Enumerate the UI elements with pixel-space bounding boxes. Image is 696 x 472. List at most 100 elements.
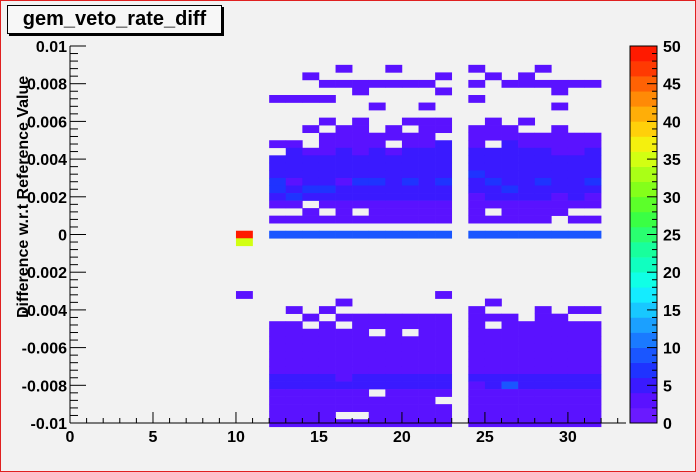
heatmap-cell	[335, 162, 353, 171]
heatmap-cell	[518, 358, 536, 367]
heatmap-cell	[501, 200, 519, 209]
heatmap-cell	[501, 328, 519, 337]
heatmap-cell	[468, 215, 486, 224]
heatmap-cell	[235, 291, 253, 299]
heatmap-cell	[484, 328, 502, 337]
heatmap-cell	[518, 328, 536, 337]
heatmap-cell	[385, 321, 403, 330]
heatmap-cell	[335, 298, 353, 307]
heatmap-cell	[468, 230, 486, 239]
heatmap-cell	[484, 132, 502, 141]
heatmap-cell	[501, 208, 519, 216]
heatmap-cell	[368, 358, 386, 367]
y-tick-label: -0.008	[22, 378, 67, 395]
heatmap-cell	[501, 162, 519, 171]
heatmap-cell	[335, 200, 353, 209]
heatmap-cell	[584, 215, 602, 224]
heatmap-cell	[551, 313, 569, 322]
heatmap-cell	[418, 185, 436, 194]
heatmap-cell	[584, 411, 602, 420]
heatmap-cell	[584, 185, 602, 194]
heatmap-cell	[318, 328, 336, 337]
heatmap-cell	[318, 140, 336, 149]
heatmap-cell	[567, 200, 585, 209]
y-tick-label: -0.002	[22, 265, 67, 282]
heatmap-cell	[385, 336, 403, 345]
heatmap-cell	[401, 336, 419, 345]
palette-swatch	[630, 136, 657, 152]
heatmap-cell	[534, 411, 552, 420]
heatmap-cell	[302, 336, 320, 345]
heatmap-cell	[285, 193, 303, 201]
heatmap-cell	[567, 215, 585, 224]
heatmap-cell	[401, 193, 419, 201]
heatmap-cell	[401, 404, 419, 412]
heatmap-cell	[567, 177, 585, 186]
heatmap-cell	[468, 411, 486, 420]
heatmap-cell	[285, 381, 303, 390]
heatmap-cell	[584, 177, 602, 186]
heatmap-cell	[468, 64, 486, 73]
x-tick-label: 15	[310, 429, 328, 446]
heatmap-cell	[435, 185, 453, 194]
heatmap-cell	[318, 389, 336, 397]
heatmap-cell	[335, 389, 353, 397]
heatmap-cell	[318, 396, 336, 405]
heatmap-cell	[318, 162, 336, 171]
heatmap-cell	[501, 373, 519, 382]
heatmap-cell	[567, 373, 585, 382]
heatmap-cell	[468, 200, 486, 209]
heatmap-cell	[501, 147, 519, 156]
heatmap-cell	[435, 170, 453, 179]
heatmap-cell	[484, 313, 502, 322]
heatmap-cell	[318, 200, 336, 209]
palette-tick-label: 45	[663, 77, 681, 94]
heatmap-cell	[484, 185, 502, 194]
heatmap-cell	[418, 396, 436, 405]
heatmap-cell	[335, 64, 353, 73]
heatmap-cell	[567, 396, 585, 405]
heatmap-cell	[518, 72, 536, 81]
heatmap-cell	[567, 185, 585, 194]
heatmap-cell	[501, 358, 519, 367]
heatmap-cell	[235, 230, 253, 239]
heatmap-cell	[318, 147, 336, 156]
heatmap-cell	[302, 230, 320, 239]
heatmap-cell	[401, 200, 419, 209]
heatmap-cell	[302, 147, 320, 156]
heatmap-cell	[468, 336, 486, 345]
heatmap-cell	[401, 177, 419, 186]
heatmap-cell	[518, 215, 536, 224]
palette-swatch	[630, 166, 657, 183]
heatmap-cell	[269, 336, 287, 345]
heatmap-cell	[401, 230, 419, 239]
heatmap-cell	[567, 147, 585, 156]
heatmap-cell	[302, 358, 320, 367]
heatmap-cell	[302, 381, 320, 390]
heatmap-cell	[335, 208, 353, 216]
heatmap-cell	[418, 147, 436, 156]
heatmap-cell	[484, 298, 502, 307]
heatmap-cell	[269, 328, 287, 337]
heatmap-cell	[418, 215, 436, 224]
heatmap-cell	[551, 389, 569, 397]
heatmap-cell	[534, 373, 552, 382]
heatmap-cell	[501, 170, 519, 179]
heatmap-cell	[285, 185, 303, 194]
heatmap-cell	[235, 238, 253, 247]
heatmap-cell	[484, 366, 502, 375]
heatmap-cell	[352, 155, 370, 164]
heatmap-cell	[518, 389, 536, 397]
heatmap-cell	[269, 396, 287, 405]
heatmap-cell	[368, 102, 386, 111]
chart-title: gem_veto_rate_diff	[22, 8, 207, 30]
heatmap-cell	[401, 358, 419, 367]
heatmap-cell	[534, 396, 552, 405]
heatmap-cell	[435, 373, 453, 382]
heatmap-cell	[302, 177, 320, 186]
heatmap-cell	[518, 155, 536, 164]
heatmap-cell	[352, 351, 370, 360]
heatmap-cell	[418, 162, 436, 171]
heatmap-cell	[368, 208, 386, 216]
heatmap-cell	[435, 230, 453, 239]
